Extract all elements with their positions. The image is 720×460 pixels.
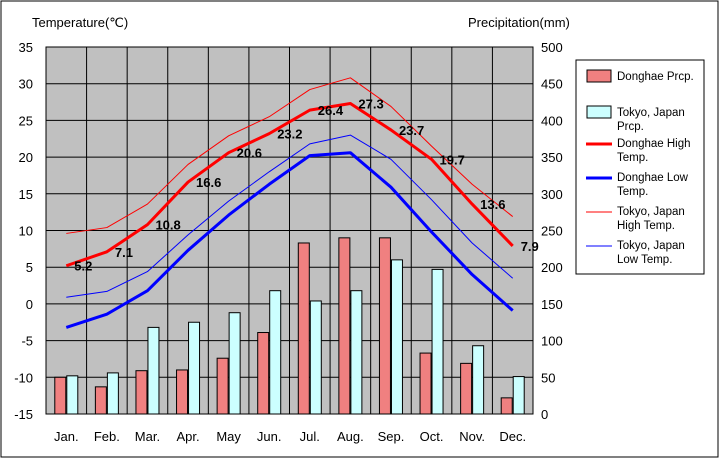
legend-label-tokyo-low: Tokyo, Japan	[617, 240, 685, 252]
bar-tokyo-prcp	[390, 259, 403, 415]
bar-tokyo-prcp	[309, 300, 322, 415]
legend-label-donghae-low: Donghae Low	[617, 172, 689, 184]
bar-donghae-prcp	[176, 369, 189, 415]
line-tokyo-high	[66, 77, 514, 234]
bar-tokyo-prcp	[350, 290, 363, 415]
x-axis-ticks: Jan. Feb. Mar. Apr. May Jun. Jul. Aug. Sep. Oct. N…	[54, 429, 526, 444]
legend-label-tokyo-prcp: Tokyo, Japan	[617, 107, 685, 119]
x-tick-label: Oct.	[420, 429, 444, 444]
left-tick-label: 25	[19, 113, 33, 128]
data-label: 23.7	[399, 123, 424, 138]
x-tick-label: May	[216, 429, 241, 444]
right-tick-label: 450	[541, 77, 563, 92]
legend-label-donghae-high: Donghae High	[617, 138, 691, 150]
left-tick-label: 0	[26, 297, 33, 312]
bar-donghae-prcp	[419, 352, 432, 415]
left-tick-label: 15	[19, 187, 33, 202]
right-tick-label: 350	[541, 150, 563, 165]
line-donghae-high	[65, 102, 514, 268]
left-axis-ticks: 35 30 25 20 15 10 5 0 -5 -10 -15	[14, 40, 33, 422]
x-tick-label: Mar.	[135, 429, 160, 444]
left-tick-label: 10	[19, 224, 33, 239]
legend-swatch-donghae-prcp	[586, 69, 612, 83]
legend-label-tokyo-low: Low Temp.	[617, 254, 672, 266]
data-label: 20.6	[237, 146, 262, 161]
data-label: 13.6	[480, 197, 505, 212]
data-label: 7.1	[115, 245, 133, 260]
left-tick-label: -15	[14, 407, 33, 422]
right-tick-label: 300	[541, 187, 563, 202]
bar-donghae-prcp	[338, 237, 351, 415]
legend-label-tokyo-high: Tokyo, Japan	[617, 206, 685, 218]
legend-label-donghae-low: Temp.	[617, 186, 648, 198]
bar-tokyo-prcp	[106, 372, 119, 415]
x-tick-label: Jul.	[300, 429, 320, 444]
left-tick-label: 35	[19, 40, 33, 55]
left-tick-label: 20	[19, 150, 33, 165]
bar-tokyo-prcp	[228, 312, 241, 415]
legend-box	[575, 59, 705, 275]
data-label: 5.2	[74, 259, 92, 274]
x-tick-label: Feb.	[94, 429, 120, 444]
legend-label-tokyo-high: High Temp.	[617, 220, 675, 232]
bar-tokyo-prcp	[188, 321, 201, 415]
legend-swatch-tokyo-prcp	[586, 105, 612, 119]
line-tokyo-low	[66, 134, 514, 298]
right-tick-label: 250	[541, 224, 563, 239]
data-label: 26.4	[318, 103, 344, 118]
data-label: 16.6	[196, 175, 221, 190]
x-tick-label: Nov.	[459, 429, 485, 444]
right-tick-label: 400	[541, 113, 563, 128]
bar-donghae-prcp	[500, 397, 513, 415]
bar-marks	[54, 237, 525, 415]
left-tick-label: 5	[26, 260, 33, 275]
x-tick-label: Dec.	[499, 429, 526, 444]
bar-tokyo-prcp	[66, 375, 79, 415]
legend-label-tokyo-prcp: Prcp.	[617, 121, 644, 133]
data-label: 19.7	[440, 152, 465, 167]
right-tick-label: 0	[541, 407, 548, 422]
bar-donghae-prcp	[216, 357, 229, 415]
left-tick-label: -10	[14, 370, 33, 385]
x-tick-label: Jan.	[54, 429, 79, 444]
line-marks	[65, 77, 514, 329]
bar-donghae-prcp	[297, 242, 310, 415]
bar-donghae-prcp	[460, 362, 473, 415]
bar-tokyo-prcp	[147, 326, 160, 415]
right-tick-label: 500	[541, 40, 563, 55]
x-tick-label: Apr.	[176, 429, 199, 444]
left-tick-label: -5	[21, 334, 33, 349]
legend-label-donghae-prcp: Donghae Prcp.	[617, 71, 694, 83]
legend: Donghae Prcp. Tokyo, Japan Prcp. Donghae Hi…	[586, 69, 694, 266]
data-label: 10.8	[155, 218, 180, 233]
bar-donghae-prcp	[94, 386, 107, 415]
right-tick-label: 50	[541, 370, 555, 385]
right-tick-label: 200	[541, 260, 563, 275]
bar-tokyo-prcp	[269, 290, 282, 415]
left-axis-label: Temperature(℃)	[32, 15, 128, 30]
right-tick-label: 150	[541, 297, 563, 312]
line-donghae-low	[65, 151, 514, 329]
x-tick-label: Aug.	[337, 429, 364, 444]
right-tick-label: 100	[541, 334, 563, 349]
data-labels: 5.2 7.1 10.8 16.6 20.6 23.2 26.4 27.3 23.7 19.7 13…	[74, 97, 538, 274]
bar-donghae-prcp	[257, 332, 270, 415]
bar-tokyo-prcp	[472, 345, 485, 415]
bar-donghae-prcp	[378, 237, 391, 415]
x-tick-label: Jun.	[257, 429, 282, 444]
right-axis-label: Precipitation(mm)	[468, 15, 570, 30]
bar-tokyo-prcp	[512, 376, 525, 415]
legend-label-donghae-high: Temp.	[617, 152, 648, 164]
bar-donghae-prcp	[54, 376, 67, 415]
data-label: 27.3	[358, 97, 383, 112]
bar-donghae-prcp	[135, 370, 148, 415]
left-tick-label: 30	[19, 77, 33, 92]
data-label: 7.9	[521, 239, 539, 254]
data-label: 23.2	[277, 127, 302, 142]
x-tick-label: Sep.	[378, 429, 405, 444]
bar-tokyo-prcp	[431, 268, 444, 415]
